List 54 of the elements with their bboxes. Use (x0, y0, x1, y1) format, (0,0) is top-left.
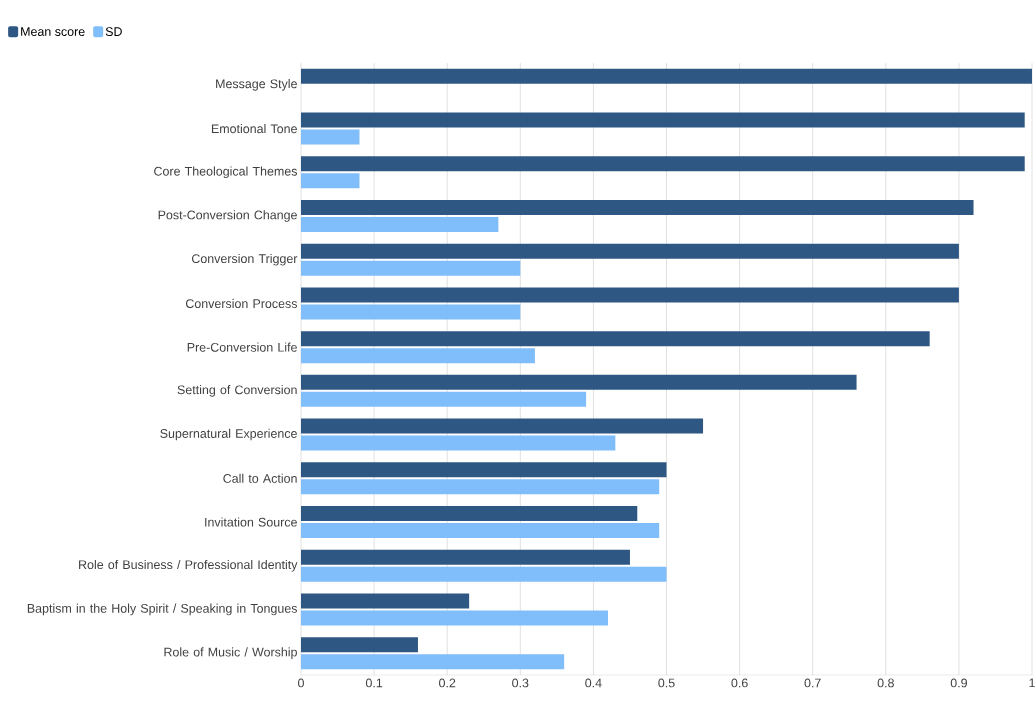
bar (301, 506, 638, 521)
legend-label: SD (105, 27, 122, 37)
y-tick-label: Supernatural Experience (160, 428, 297, 441)
x-tick-label: 0.7 (804, 678, 821, 688)
x-tick-label: 0.6 (731, 678, 748, 688)
x-tick-label: 0.9 (950, 678, 967, 688)
y-tick-label: Pre-Conversion Life (187, 342, 297, 352)
x-tick-label: 0 (298, 678, 304, 688)
bar (301, 654, 565, 670)
bar (301, 348, 535, 364)
x-tick-label: 0.3 (512, 678, 529, 688)
bar (301, 374, 857, 390)
bar (301, 566, 667, 582)
y-tick-label: Role of Music / Worship (164, 647, 297, 659)
bar (301, 479, 660, 495)
bar (301, 129, 360, 145)
bar (301, 435, 616, 451)
bar (301, 112, 1025, 128)
y-tick-label: Call to Action (223, 473, 297, 483)
y-tick-label: Setting of Conversion (177, 385, 297, 397)
y-tick-label: Role of Business / Professional Identity (79, 559, 298, 572)
bar (301, 637, 418, 653)
y-tick-label: Emotional Tone (211, 123, 297, 134)
bar (301, 260, 521, 276)
y-tick-label: Core Theological Themes (154, 166, 297, 179)
bar (301, 593, 470, 609)
x-tick-label: 0.1 (365, 678, 383, 688)
bar (301, 418, 704, 434)
bar (301, 200, 974, 215)
bar (301, 287, 959, 303)
bar (301, 304, 521, 320)
bar (301, 331, 930, 347)
y-tick-label: Conversion Process (185, 298, 298, 309)
y-tick-label: Conversion Trigger (191, 253, 298, 266)
bar (301, 243, 959, 259)
x-tick-label: 1 (1029, 678, 1035, 688)
bar (301, 523, 660, 538)
bar (301, 462, 667, 478)
bar (301, 217, 499, 232)
y-tick-label: Invitation Source (205, 517, 297, 527)
bar (301, 156, 1025, 172)
bar (301, 173, 360, 189)
y-tick-label: Baptism in the Holy Spirit / Speaking in Tongues (27, 603, 297, 616)
x-tick-label: 0.8 (877, 678, 894, 688)
y-tick-label: Post-Conversion Change (158, 210, 297, 222)
x-tick-label: 0.4 (585, 678, 602, 688)
bar (301, 610, 609, 626)
bar (301, 391, 587, 407)
x-tick-label: 0.2 (439, 678, 456, 688)
legend-label: Mean score (21, 27, 85, 36)
bar (301, 68, 1033, 84)
x-tick-label: 0.5 (658, 678, 675, 688)
y-tick-label: Message Style (216, 79, 297, 91)
bar (301, 549, 630, 565)
